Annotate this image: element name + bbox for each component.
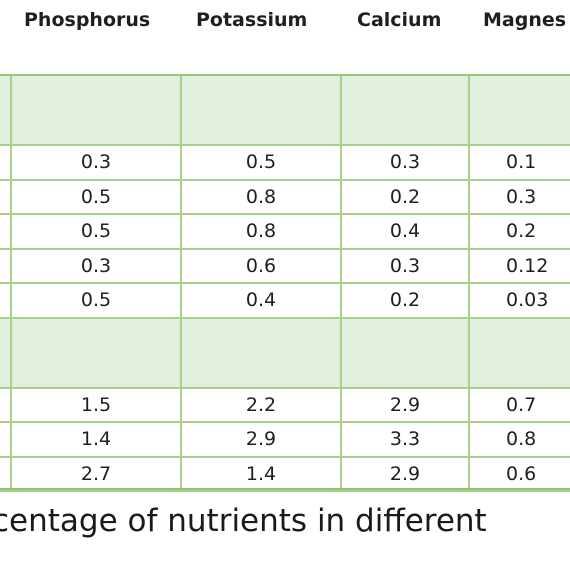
- table-cell: 2.7: [80, 462, 112, 485]
- table-cell: 0.5: [245, 151, 277, 174]
- table-cell: 0.03: [506, 289, 549, 312]
- table-cell: 0.1: [506, 151, 537, 174]
- table-row: 0.3 0.6 0.3 0.12: [0, 250, 570, 284]
- table-cell: 0.2: [389, 289, 421, 312]
- table-row: 2.7 1.4 2.9 0.6: [0, 458, 570, 492]
- table-group-row: [0, 318, 570, 389]
- column-divider: [180, 76, 182, 490]
- table-cell: 0.2: [506, 220, 537, 243]
- table-cell: [182, 76, 340, 144]
- table-cell: 2.9: [245, 428, 277, 451]
- table-cell: [342, 76, 468, 144]
- table-row: 1.5 2.2 2.9 0.7: [0, 389, 570, 423]
- table-cell: 0.3: [80, 254, 112, 277]
- column-divider: [340, 76, 342, 490]
- table-cell: 0.3: [80, 151, 112, 174]
- table-cell: 0.6: [245, 254, 277, 277]
- header-potassium: Potassium: [196, 9, 308, 31]
- column-divider: [468, 76, 470, 490]
- table-cell: 0.12: [506, 254, 549, 277]
- table-row: 1.4 2.9 3.3 0.8: [0, 423, 570, 458]
- table-cell: 1.5: [80, 393, 112, 416]
- table-row: 0.3 0.5 0.3 0.1: [0, 146, 570, 181]
- table-cell: 2.9: [389, 393, 421, 416]
- table-cell: [182, 319, 340, 387]
- table-cell: 0.5: [80, 185, 112, 208]
- table-cell: 0.8: [245, 220, 277, 243]
- table-row: 0.5 0.8 0.2 0.3: [0, 181, 570, 215]
- table-group-row: [0, 76, 570, 146]
- table-cell: 1.4: [245, 462, 277, 485]
- table-cell: 0.8: [245, 185, 277, 208]
- table-cell: 1.4: [80, 428, 112, 451]
- table-row: 0.5 0.8 0.4 0.2: [0, 215, 570, 250]
- table-bottom-rule: [0, 488, 570, 490]
- table-header-row: Phosphorus Potassium Calcium Magnes: [0, 0, 570, 46]
- table-cell: [470, 76, 570, 144]
- table-cell: 2.2: [245, 393, 277, 416]
- table-row: 0.5 0.4 0.2 0.03: [0, 284, 570, 319]
- table-cell: 0.7: [506, 393, 537, 416]
- table-cell: 2.9: [389, 462, 421, 485]
- table-cell: [342, 319, 468, 387]
- header-phosphorus: Phosphorus: [24, 9, 151, 31]
- table-top-rule: [0, 74, 570, 76]
- table-cell: 0.8: [506, 428, 537, 451]
- nutrient-table: 0.3 0.5 0.3 0.1 0.5 0.8 0.2 0.3 0.5 0.8 0.4 0.2 0.3 0…: [0, 76, 570, 492]
- header-calcium: Calcium: [357, 9, 442, 31]
- table-cell: 0.6: [506, 462, 537, 485]
- table-caption: centage of nutrients in different: [0, 503, 570, 553]
- table-cell: 0.2: [389, 185, 421, 208]
- table-cell: [12, 319, 180, 387]
- header-magnesium: Magnes: [483, 9, 567, 31]
- table-cell: [12, 76, 180, 144]
- table-cell: [470, 319, 570, 387]
- table-cell: 0.4: [245, 289, 277, 312]
- column-divider: [10, 76, 12, 490]
- table-cell: 0.3: [389, 151, 421, 174]
- caption-text: centage of nutrients in different: [0, 503, 487, 539]
- table-cell: 0.5: [80, 220, 112, 243]
- table-cell: 3.3: [389, 428, 421, 451]
- table-cell: 0.3: [506, 185, 537, 208]
- table-cell: 0.3: [389, 254, 421, 277]
- table-cell: 0.5: [80, 289, 112, 312]
- table-cell: 0.4: [389, 220, 421, 243]
